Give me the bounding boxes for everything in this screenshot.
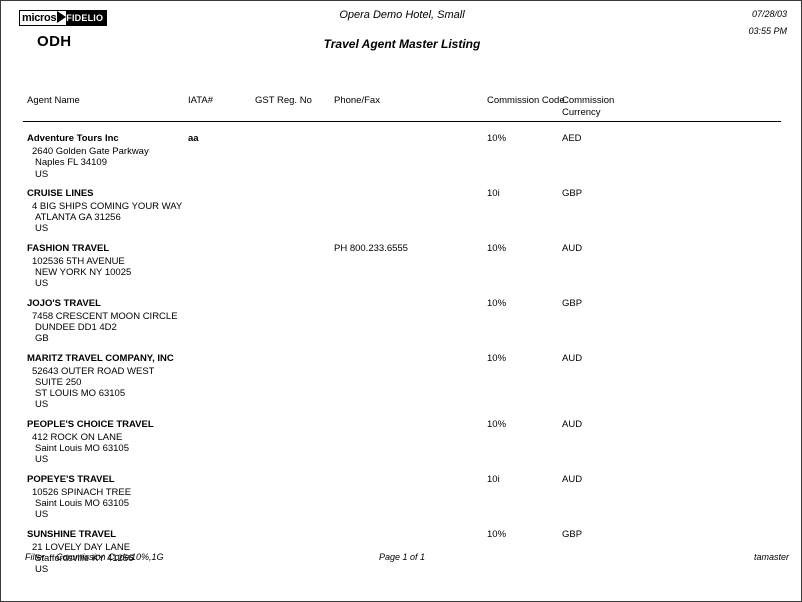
agent-address-line: US (35, 399, 49, 411)
header-separator-rule (23, 121, 781, 122)
logo-micros-text: micros (20, 11, 58, 25)
agent-commission-code: 10% (487, 352, 507, 364)
agent-address-line: US (35, 278, 49, 290)
agent-address-line: US (35, 564, 49, 576)
property-code: ODH (37, 33, 72, 50)
agent-phone-fax: PH 800.233.6555 (334, 242, 408, 254)
agent-commission-code: 10% (487, 133, 507, 144)
agent-address: 4 BIG SHIPS COMING YOUR WAY ATLANTA GA 31… (32, 201, 182, 235)
agent-address-line: 21 LOVELY DAY LANE (32, 541, 131, 553)
agent-address-line: DUNDEE DD1 4D2 (35, 321, 117, 333)
agent-commission-currency: AUD (562, 418, 583, 430)
agent-address-line: Naples FL 34109 (35, 157, 108, 169)
column-header-commission-currency: Commission Currency (562, 95, 632, 119)
agent-list: Adventure Tours Inc aa 10% AED 2640 Golden G… (1, 133, 801, 584)
column-header-gst-reg-no: GST Reg. No (255, 95, 312, 106)
agent-commission-code: 10% (487, 528, 507, 540)
table-row: POPEYE'S TRAVEL 10i AUD 10526 SPINACH TREE S… (1, 473, 801, 529)
agent-commission-currency: GBP (562, 297, 583, 309)
agent-address-line: 412 ROCK ON LANE (32, 431, 123, 443)
agent-address: 2640 Golden Gate Parkway Naples FL 34109 U… (32, 146, 149, 180)
agent-address-line: NEW YORK NY 10025 (35, 267, 132, 279)
hotel-name: Opera Demo Hotel, Small (339, 9, 465, 21)
agent-address-line: SUITE 250 (35, 376, 82, 388)
column-header-commission-code: Commission Code (487, 95, 565, 106)
column-header-row: Agent Name IATA# GST Reg. No Phone/Fax C… (1, 91, 801, 121)
footer-filter-label: Filter (25, 552, 45, 562)
agent-commission-code: 10% (487, 418, 507, 430)
agent-commission-currency: AED (562, 133, 582, 144)
agent-name: SUNSHINE TRAVEL (27, 528, 117, 540)
agent-address: 21 LOVELY DAY LANE Staffordsville KY 4125… (32, 542, 133, 576)
table-row: JOJO'S TRAVEL 10% GBP 7458 CRESCENT MOON CI… (1, 297, 801, 353)
column-header-phone-fax: Phone/Fax (334, 95, 380, 106)
right-arrow-icon (57, 11, 67, 25)
agent-address-line: 52643 OUTER ROAD WEST (32, 365, 155, 377)
agent-address-line: ATLANTA GA 31256 (35, 212, 121, 224)
agent-name: FASHION TRAVEL (27, 242, 110, 254)
agent-address-line: 7458 CRESCENT MOON CIRCLE (32, 310, 178, 322)
agent-address-line: ST LOUIS MO 63105 (35, 388, 126, 400)
agent-address-line: 102536 5TH AVENUE (32, 255, 125, 267)
agent-name: PEOPLE'S CHOICE TRAVEL (27, 418, 154, 430)
agent-address-line: Saint Louis MO 63105 (35, 497, 130, 509)
agent-name: CRUISE LINES (27, 187, 94, 199)
agent-iata: aa (188, 133, 199, 144)
agent-commission-code: 10i (487, 473, 500, 485)
agent-address: 7458 CRESCENT MOON CIRCLE DUNDEE DD1 4D2 G… (32, 311, 178, 345)
column-header-commission-currency-line2: Currency (562, 107, 601, 118)
agent-name: POPEYE'S TRAVEL (27, 473, 115, 485)
agent-address-line: US (35, 223, 49, 235)
agent-address: 102536 5TH AVENUE NEW YORK NY 10025 US (32, 256, 131, 290)
table-row: SUNSHINE TRAVEL 10% GBP 21 LOVELY DAY LANE S… (1, 528, 801, 584)
footer-filter-value: 10%,1G (131, 552, 164, 562)
agent-commission-currency: AUD (562, 352, 583, 364)
agent-address-line: US (35, 454, 49, 466)
column-header-commission-currency-line1: Commission (562, 95, 615, 106)
agent-address: 52643 OUTER ROAD WEST SUITE 250 ST LOUIS M… (32, 366, 154, 411)
agent-name: JOJO'S TRAVEL (27, 297, 101, 309)
run-date: 07/28/03 (751, 9, 787, 19)
agent-name: MARITZ TRAVEL COMPANY, INC (27, 352, 174, 364)
run-time: 03:55 PM (748, 26, 787, 36)
agent-address-line: US (35, 509, 49, 521)
column-header-agent-name: Agent Name (27, 95, 80, 106)
agent-commission-code: 10% (487, 242, 507, 254)
agent-commission-currency: GBP (562, 187, 583, 199)
footer-filter-name: Commission Codes (56, 552, 135, 562)
table-row: CRUISE LINES 10i GBP 4 BIG SHIPS COMING YOU… (1, 187, 801, 243)
table-row: FASHION TRAVEL PH 800.233.6555 10% AUD 10253… (1, 242, 801, 298)
agent-address: 412 ROCK ON LANE Saint Louis MO 63105 US (32, 432, 129, 466)
report-title: Travel Agent Master Listing (323, 37, 481, 51)
agent-commission-currency: AUD (562, 473, 583, 485)
agent-address-line: Saint Louis MO 63105 (35, 443, 130, 455)
agent-address-line: Staffordsville KY 41256 (35, 552, 134, 564)
agent-address-line: GB (35, 333, 49, 345)
agent-commission-code: 10i (487, 187, 500, 199)
table-row: Adventure Tours Inc aa 10% AED 2640 Golden G… (1, 133, 801, 188)
agent-address-line: US (35, 168, 49, 180)
agent-commission-currency: GBP (562, 528, 583, 540)
report-footer: Filter Commission Codes 10%,1G Page 1 of… (1, 552, 801, 568)
agent-address-line: 10526 SPINACH TREE (32, 486, 132, 498)
agent-address-line: 4 BIG SHIPS COMING YOUR WAY (32, 200, 183, 212)
agent-commission-code: 10% (487, 297, 507, 309)
agent-address: 10526 SPINACH TREE Saint Louis MO 63105 US (32, 487, 131, 521)
agent-commission-currency: AUD (562, 242, 583, 254)
logo-fidelio-text: FIDELIO (66, 11, 107, 25)
table-row: PEOPLE'S CHOICE TRAVEL 10% AUD 412 ROCK ON … (1, 418, 801, 474)
table-row: MARITZ TRAVEL COMPANY, INC 10% AUD 52643 OU… (1, 352, 801, 419)
agent-name: Adventure Tours Inc (27, 133, 119, 144)
agent-address-line: 2640 Golden Gate Parkway (32, 146, 149, 157)
micros-fidelio-logo: micros FIDELIO (19, 10, 108, 26)
footer-page-number: Page 1 of 1 (378, 552, 426, 562)
footer-user: tamaster (753, 552, 789, 562)
column-header-iata: IATA# (188, 95, 213, 106)
